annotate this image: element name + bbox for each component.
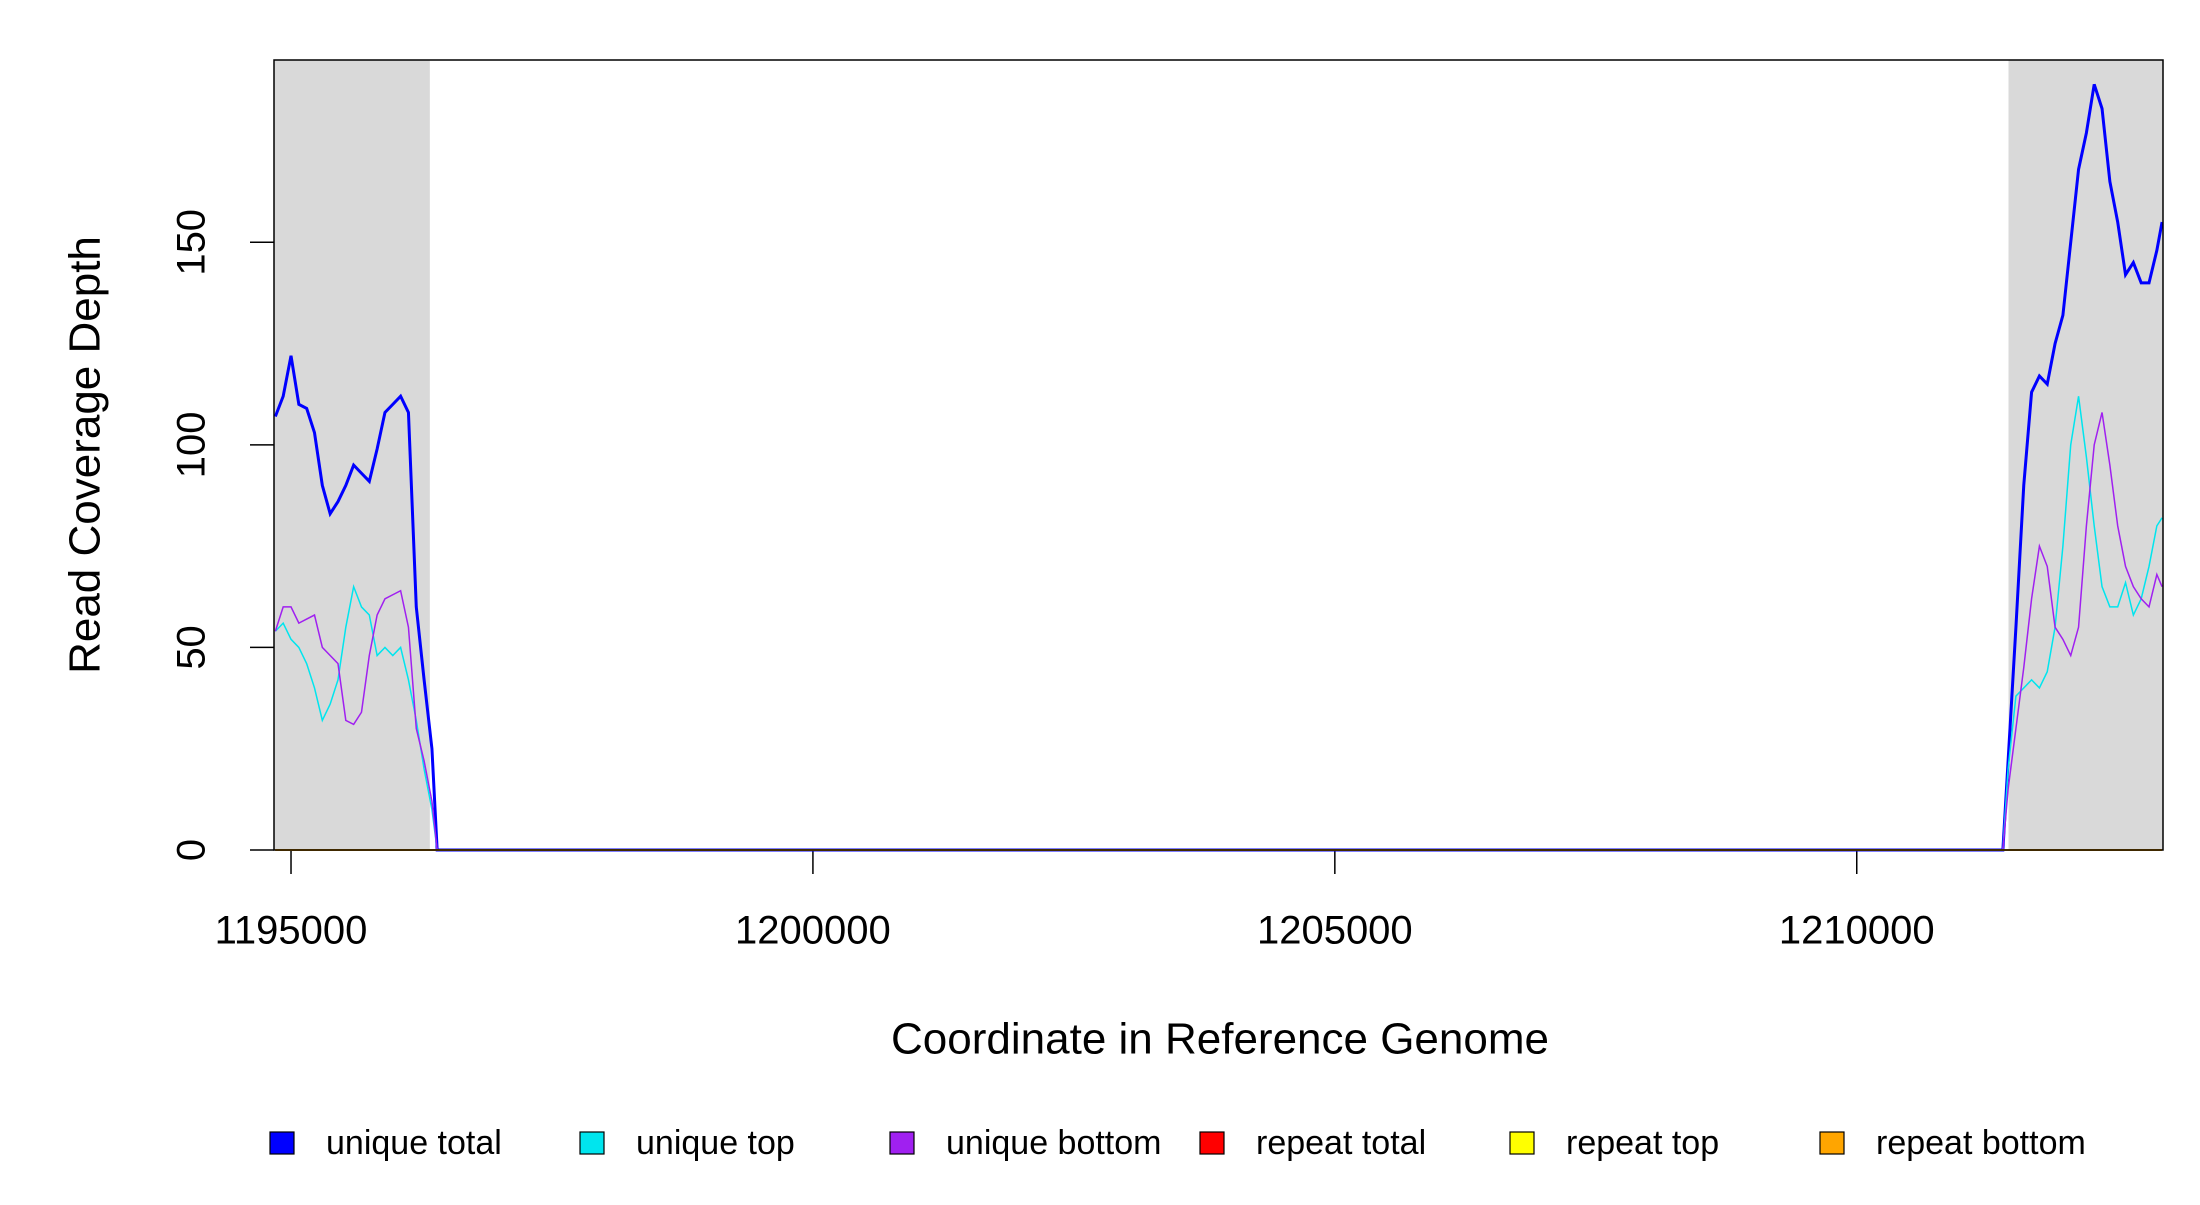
legend-label: unique total <box>326 1124 502 1162</box>
x-tick-label: 1195000 <box>215 909 368 953</box>
legend-label: repeat total <box>1256 1124 1426 1162</box>
x-tick-label: 1200000 <box>735 909 891 953</box>
series-line <box>274 412 2163 851</box>
x-tick-label: 1205000 <box>1257 909 1413 953</box>
y-axis-label: Read Coverage Depth <box>61 236 110 674</box>
legend-swatch <box>1199 1131 1225 1155</box>
plot-frame <box>273 59 2164 851</box>
legend-swatch <box>1819 1131 1845 1155</box>
legend-label: unique bottom <box>946 1124 1162 1162</box>
series-line <box>273 83 2164 852</box>
series-line <box>274 396 2163 851</box>
y-tick-label: 0 <box>170 839 214 861</box>
y-tick-label: 150 <box>170 209 214 276</box>
y-tick-label: 50 <box>170 625 214 670</box>
legend-label: repeat top <box>1566 1124 1719 1162</box>
x-axis-label: Coordinate in Reference Genome <box>891 1015 1549 1064</box>
legend-swatch <box>889 1131 915 1155</box>
x-tick-label: 1210000 <box>1779 909 1935 953</box>
legend-swatch <box>579 1131 605 1155</box>
legend-label: repeat bottom <box>1876 1124 2086 1162</box>
legend-label: unique top <box>636 1124 795 1162</box>
highlight-region <box>274 60 430 850</box>
legend-swatch <box>1509 1131 1535 1155</box>
legend-swatch <box>269 1131 295 1155</box>
y-tick-label: 100 <box>170 411 214 478</box>
